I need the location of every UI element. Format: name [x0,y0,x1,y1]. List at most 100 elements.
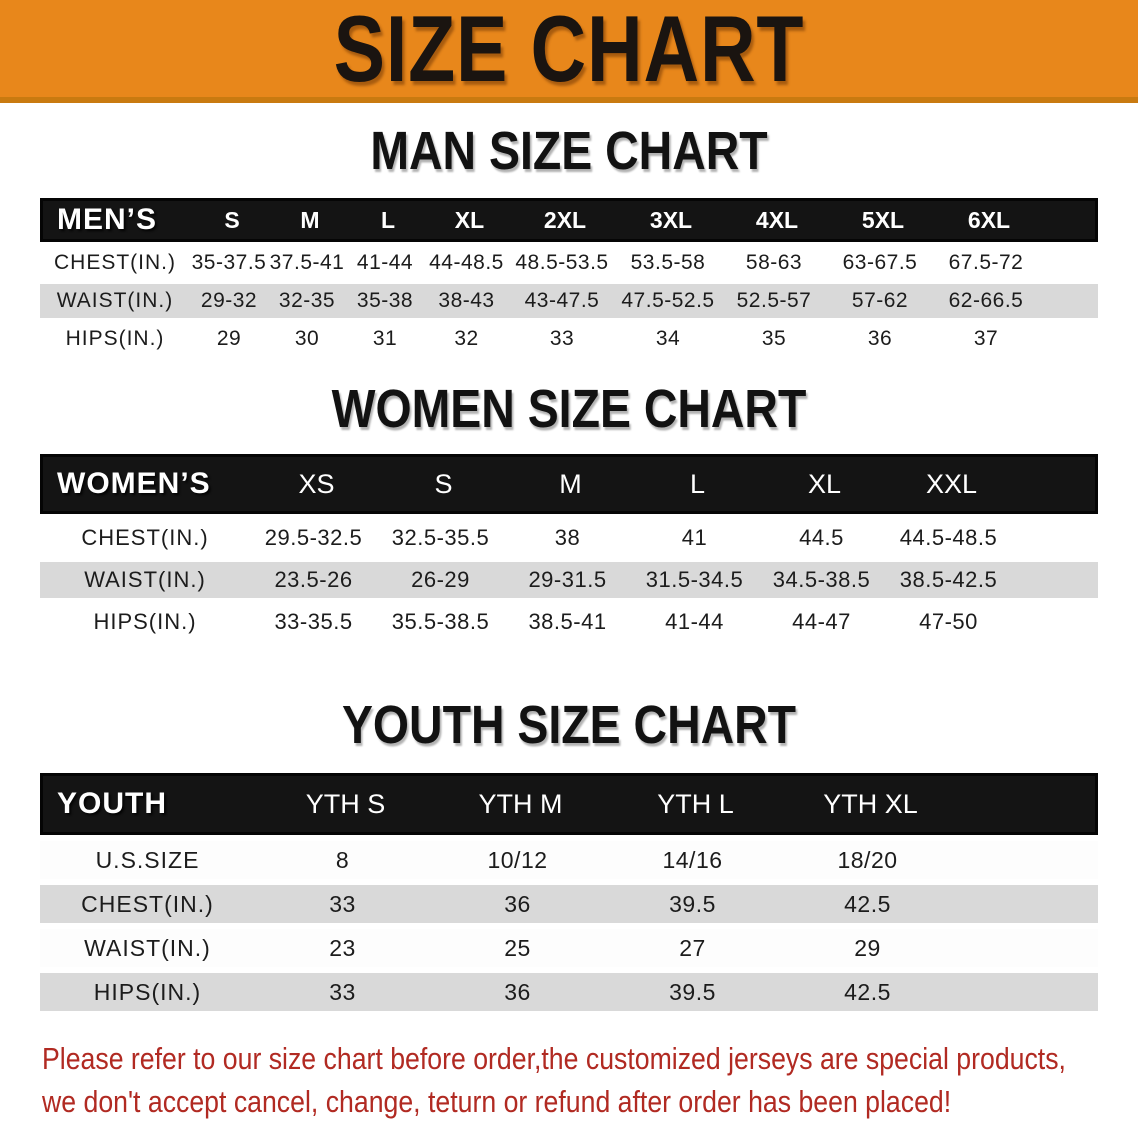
row-label: WAIST(IN.) [84,567,206,592]
disclaimer-line-1: Please refer to our size chart before or… [42,1041,1066,1076]
cell: 43-47.5 [524,289,600,312]
cell: 53.5-58 [630,251,706,274]
cell: 29 [854,934,881,961]
women-size-col: L [689,468,706,499]
youth-size-col: YTH S [305,788,386,819]
cell: 30 [294,327,320,350]
cell: 27 [679,934,706,961]
women-size-col: S [434,468,453,499]
women-size-col: M [559,468,582,499]
cell: 35 [761,327,787,350]
cell: 47.5-52.5 [621,289,715,312]
cell: 18/20 [837,846,898,873]
cell: 38-43 [438,289,495,312]
men-size-col: S [224,206,240,233]
cell: 23.5-26 [274,567,353,592]
men-table-header: MEN’S S M L XL 2XL 3XL 4XL 5XL 6XL [40,198,1098,242]
cell: 36 [867,327,893,350]
women-header-label: WOMEN’S [57,467,211,500]
women-size-col: XXL [925,468,978,499]
cell: 38.5-42.5 [899,567,998,592]
youth-waist-row: WAIST(IN.) 23 25 27 29 [40,929,1098,967]
cell: 29-31.5 [528,567,607,592]
cell: 33 [329,978,356,1005]
cell: 44-47 [792,609,851,634]
cell: 67.5-72 [948,251,1024,274]
men-chest-row: CHEST(IN.) 35-37.5 37.5-41 41-44 44-48.5… [40,246,1098,280]
cell: 23 [329,934,356,961]
cell: 29.5-32.5 [264,525,363,550]
cell: 32 [454,327,479,350]
cell: 34.5-38.5 [772,567,871,592]
cell: 35-38 [356,289,414,312]
youth-size-table: YOUTH YTH S YTH M YTH L YTH XL U.S.SIZE … [40,773,1098,1011]
women-chest-row: CHEST(IN.) 29.5-32.5 32.5-35.5 38 41 44.… [40,520,1098,556]
cell: 37.5-41 [269,251,345,274]
women-hips-row: HIPS(IN.) 33-35.5 35.5-38.5 38.5-41 41-4… [40,604,1098,640]
cell: 41-44 [356,251,414,274]
cell: 63-67.5 [842,251,918,274]
cell: 44.5 [799,525,844,550]
men-size-table: MEN’S S M L XL 2XL 3XL 4XL 5XL 6XL CHEST… [40,198,1098,356]
cell: 37 [973,327,999,350]
youth-ussize-row: U.S.SIZE 8 10/12 14/16 18/20 [40,841,1098,879]
cell: 35.5-38.5 [391,609,490,634]
cell: 34 [655,327,681,350]
women-waist-row: WAIST(IN.) 23.5-26 26-29 29-31.5 31.5-34… [40,562,1098,598]
cell: 33 [329,890,356,917]
cell: 57-62 [851,289,909,312]
youth-chest-row: CHEST(IN.) 33 36 39.5 42.5 [40,885,1098,923]
men-size-col: L [380,206,396,233]
youth-size-col: YTH L [657,788,734,819]
cell: 8 [335,846,350,873]
row-label: WAIST(IN.) [84,934,211,961]
cell: 36 [504,978,531,1005]
row-label: CHEST(IN.) [81,890,214,917]
cell: 42.5 [844,890,891,917]
men-size-col: 2XL [543,206,587,233]
cell: 29-32 [200,289,258,312]
youth-hips-row: HIPS(IN.) 33 36 39.5 42.5 [40,973,1098,1011]
men-size-col: XL [454,206,485,233]
cell: 62-66.5 [948,289,1024,312]
cell: 38 [554,525,581,550]
cell: 58-63 [745,251,803,274]
row-label: HIPS(IN.) [93,609,197,634]
cell: 41-44 [665,609,724,634]
row-label: CHEST(IN.) [54,251,176,274]
cell: 44-48.5 [429,251,504,274]
cell: 31.5-34.5 [645,567,744,592]
women-table-header: WOMEN’S XS S M L XL XXL [40,454,1098,514]
women-size-col: XS [298,468,335,499]
cell: 33 [549,327,575,350]
row-label: U.S.SIZE [95,846,200,873]
women-size-col: XL [807,468,842,499]
cell: 36 [504,890,531,917]
banner-title: SIZE CHART [333,0,805,101]
cell: 35-37.5 [191,251,267,274]
men-hips-row: HIPS(IN.) 29 30 31 32 33 34 35 36 37 [40,322,1098,356]
men-header-label: MEN’S [57,203,158,236]
cell: 29 [216,327,242,350]
youth-size-col: YTH XL [823,788,918,819]
youth-table-header: YOUTH YTH S YTH M YTH L YTH XL [40,773,1098,835]
men-size-col: 3XL [649,206,693,233]
row-label: WAIST(IN.) [56,289,174,312]
order-disclaimer: Please refer to our size chart before or… [0,1037,1138,1123]
size-chart-banner: SIZE CHART [0,0,1138,103]
cell: 38.5-41 [528,609,607,634]
cell: 14/16 [662,846,723,873]
cell: 31 [372,327,398,350]
men-waist-row: WAIST(IN.) 29-32 32-35 35-38 38-43 43-47… [40,284,1098,318]
cell: 48.5-53.5 [515,251,609,274]
cell: 32-35 [278,289,336,312]
cell: 10/12 [487,846,548,873]
men-size-col: 5XL [861,206,905,233]
cell: 33-35.5 [274,609,353,634]
man-section-title: MAN SIZE CHART [370,121,768,181]
women-section-title: WOMEN SIZE CHART [331,379,807,439]
cell: 41 [681,525,708,550]
cell: 39.5 [669,890,716,917]
cell: 39.5 [669,978,716,1005]
youth-size-col: YTH M [478,788,563,819]
